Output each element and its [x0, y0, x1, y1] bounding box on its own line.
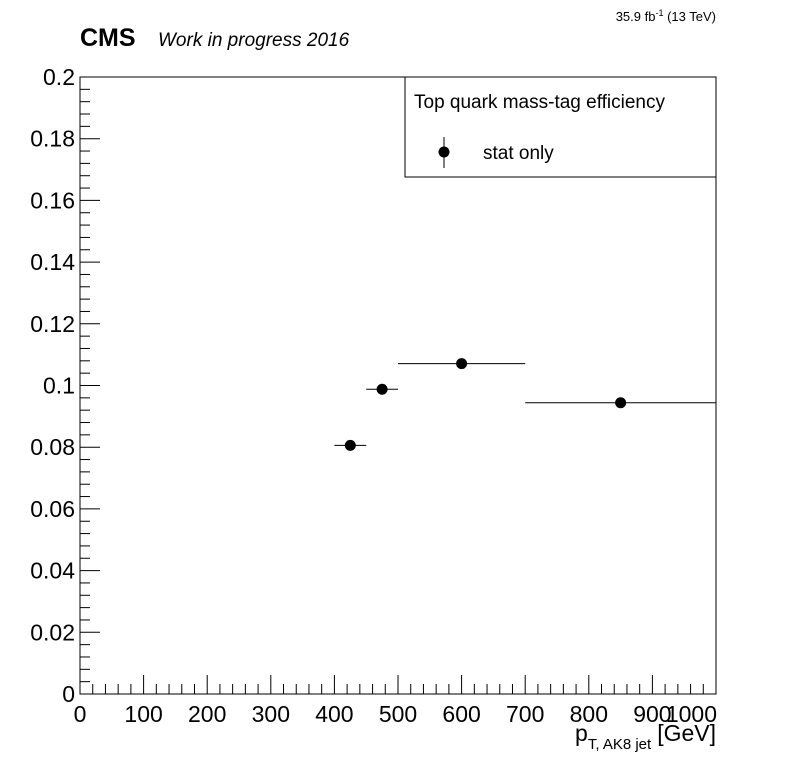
x-tick-label: 300: [252, 701, 290, 727]
y-tick-label: 0.12: [30, 311, 75, 337]
y-axis: 0 0.02 0.04 0.06 0.08 0.1 0.12 0.14 0.16 0.18 0.2: [30, 64, 100, 707]
legend: Top quark mass-tag efficiency stat only: [404, 76, 717, 178]
data-marker: [456, 358, 468, 370]
y-tick-label: 0.06: [30, 496, 75, 522]
x-tick-label: 600: [442, 701, 480, 727]
x-tick-label: 1000: [666, 701, 717, 727]
legend-marker-icon: [438, 146, 450, 158]
y-tick-label: 0.2: [43, 64, 75, 90]
data-series: [334, 358, 716, 451]
data-marker: [344, 439, 356, 451]
lumi-label: 35.9 fb-1 (13 TeV): [616, 8, 716, 24]
y-tick-label: 0.1: [43, 373, 75, 399]
x-tick-label: 400: [315, 701, 353, 727]
x-tick-label: 900: [633, 701, 671, 727]
x-tick-label: 700: [506, 701, 544, 727]
lumi-exponent: -1: [655, 8, 663, 18]
x-tick-label: 500: [379, 701, 417, 727]
data-point: [334, 439, 367, 451]
data-point: [366, 383, 398, 395]
y-tick-label: 0.16: [30, 187, 75, 213]
data-point: [525, 397, 716, 409]
y-tick-label: 0: [62, 681, 75, 707]
experiment-label: CMS: [80, 24, 136, 52]
x-axis-title-main: p: [575, 720, 588, 746]
x-axis-title: pT, AK8 jet [GeV]: [575, 720, 716, 753]
y-tick-label: 0.04: [30, 558, 75, 584]
y-tick-label: 0.02: [30, 619, 75, 645]
legend-box: [404, 76, 717, 178]
x-tick-label: 100: [124, 701, 162, 727]
x-axis-title-subscript: T, AK8 jet: [588, 736, 652, 753]
data-point: [398, 358, 526, 370]
x-axis-title-unit: [GeV]: [657, 720, 716, 746]
legend-title: Top quark mass-tag efficiency: [414, 92, 665, 113]
legend-entry-stat-only: stat only: [483, 143, 554, 164]
x-tick-label: 200: [188, 701, 226, 727]
data-marker: [615, 397, 627, 409]
lumi-value: 35.9 fb: [616, 9, 656, 24]
x-tick-label: 800: [570, 701, 608, 727]
energy-label: (13 TeV): [663, 9, 716, 24]
y-tick-label: 0.14: [30, 249, 75, 275]
y-tick-label: 0.18: [30, 126, 75, 152]
x-tick-label: 0: [74, 701, 87, 727]
data-marker: [376, 383, 388, 395]
y-tick-label: 0.08: [30, 434, 75, 460]
status-label: Work in progress 2016: [158, 30, 350, 51]
